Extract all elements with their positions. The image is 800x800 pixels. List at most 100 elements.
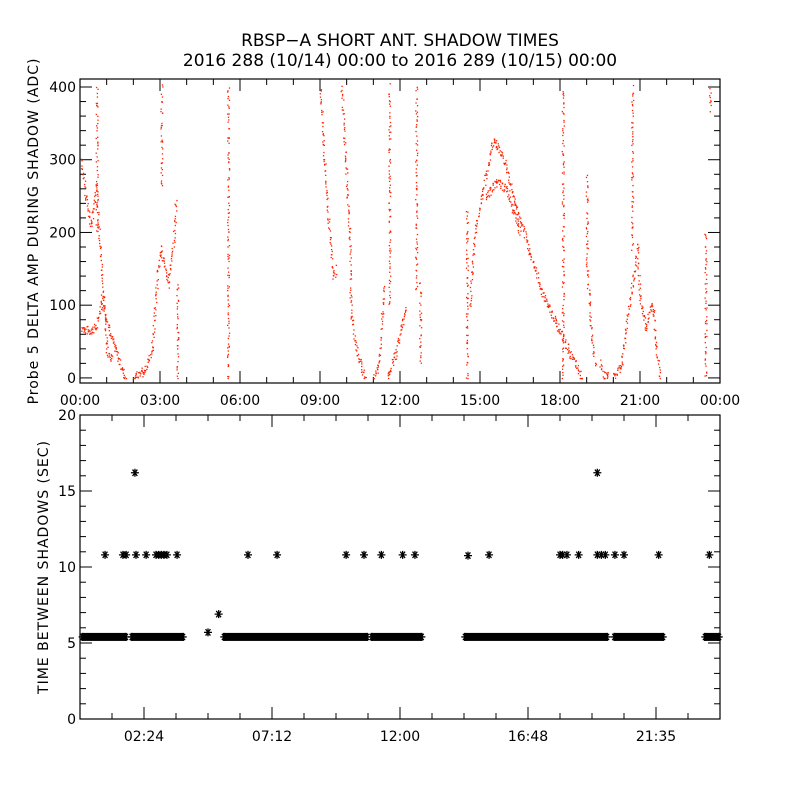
data-point	[103, 304, 105, 307]
data-point	[151, 340, 154, 342]
data-point	[563, 95, 565, 97]
data-point	[467, 211, 469, 213]
data-point	[152, 333, 154, 335]
data-point	[228, 345, 230, 347]
data-point	[81, 168, 84, 171]
data-point	[101, 280, 103, 282]
data-point	[632, 285, 634, 287]
data-point	[602, 376, 604, 378]
data-point	[91, 333, 93, 335]
data-point	[86, 326, 88, 328]
data-point	[350, 273, 352, 275]
data-point	[483, 179, 485, 182]
data-point	[470, 305, 472, 307]
data-point	[83, 183, 86, 186]
data-point	[525, 231, 527, 233]
data-point	[346, 184, 349, 186]
data-point	[168, 287, 170, 289]
data-point	[104, 306, 106, 309]
data-point	[153, 307, 156, 309]
data-point	[169, 267, 172, 270]
data-point	[95, 113, 97, 116]
data-point	[348, 205, 350, 208]
data-point	[632, 197, 635, 199]
data-point	[227, 312, 229, 314]
data-point	[563, 226, 565, 228]
data-point	[641, 312, 644, 315]
data-point	[632, 195, 634, 198]
data-point	[486, 177, 488, 180]
data-point	[87, 329, 89, 331]
data-point	[326, 198, 328, 201]
data-point	[148, 355, 150, 357]
y-tick-label: 20	[58, 408, 76, 424]
data-point	[389, 241, 391, 243]
data-point	[227, 314, 229, 316]
data-point	[492, 145, 495, 147]
data-point	[350, 257, 352, 259]
data-point	[631, 293, 633, 295]
data-point	[466, 339, 469, 342]
data-point	[106, 343, 108, 345]
data-point	[473, 243, 476, 246]
data-point	[704, 246, 707, 248]
data-point	[97, 222, 99, 224]
data-point	[389, 371, 392, 373]
data-point	[345, 185, 348, 187]
data-point	[586, 181, 589, 183]
data-point	[171, 260, 173, 262]
data-point	[537, 272, 540, 274]
data-point	[635, 256, 638, 258]
data-point	[466, 353, 469, 355]
data-point	[162, 260, 164, 262]
data-point	[322, 111, 324, 113]
data-point	[82, 172, 85, 174]
data-point	[155, 291, 157, 293]
data-point	[106, 337, 108, 339]
data-point	[332, 278, 334, 280]
data-point	[123, 377, 125, 379]
data-point	[511, 183, 513, 185]
data-point	[643, 315, 646, 318]
data-point	[325, 183, 327, 185]
data-point	[562, 339, 564, 342]
data-point	[168, 274, 171, 276]
data-point	[656, 345, 658, 348]
data-point	[156, 269, 159, 272]
data-point	[159, 254, 161, 256]
data-point	[176, 326, 179, 329]
data-point	[166, 272, 168, 274]
data-point	[481, 194, 483, 196]
data-point	[105, 314, 107, 316]
data-point	[562, 92, 565, 95]
data-point	[101, 274, 104, 276]
data-point	[638, 294, 641, 296]
data-point	[503, 190, 505, 193]
data-point	[394, 352, 396, 354]
data-point	[332, 258, 334, 260]
data-point	[227, 364, 229, 366]
data-point	[465, 249, 468, 251]
x-tick-label: 12:00	[380, 729, 420, 745]
data-point	[161, 183, 163, 185]
data-point	[105, 343, 107, 345]
data-point	[106, 348, 108, 350]
data-point	[543, 292, 545, 294]
data-point	[563, 206, 565, 208]
data-point	[147, 361, 149, 363]
data-point	[403, 313, 406, 315]
data-point	[355, 349, 357, 351]
data-point	[160, 180, 163, 182]
asterisk-marker	[601, 550, 610, 559]
data-point	[633, 280, 635, 282]
data-point	[416, 241, 418, 243]
data-point	[227, 140, 229, 142]
data-point	[96, 105, 98, 107]
data-point	[631, 292, 633, 294]
data-point	[617, 369, 619, 371]
data-point	[227, 90, 229, 92]
data-point	[123, 377, 126, 380]
data-point	[92, 210, 94, 212]
data-point	[416, 185, 418, 187]
data-point	[95, 161, 97, 163]
